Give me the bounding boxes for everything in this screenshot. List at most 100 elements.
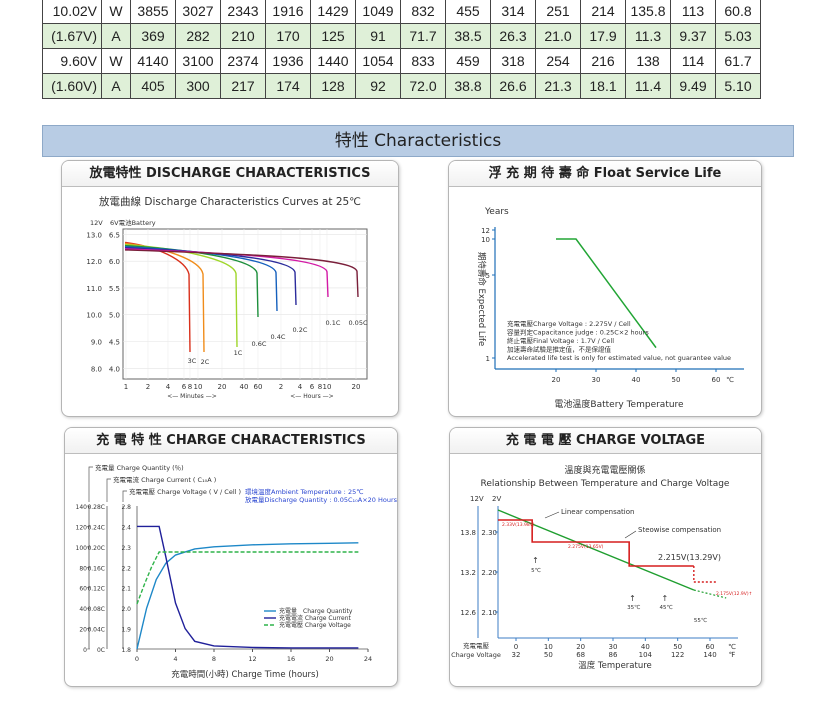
life-line bbox=[556, 238, 657, 349]
x-unit-hours: <— Hours —> bbox=[290, 393, 333, 400]
x-label: 充電時間(小時) Charge Time (hours) bbox=[171, 669, 319, 680]
x-tick-minutes: 1 bbox=[124, 383, 128, 391]
table-row: 9.60V W 4140 3100 2374 1936 1440 1054 833 459 318 2… bbox=[42, 48, 761, 74]
x-tick: 24 bbox=[364, 655, 372, 663]
legend-label: 充電電流 Charge Current bbox=[279, 614, 352, 622]
v-end-label: 2.175V(12.9V)↑ bbox=[716, 591, 752, 597]
series-label: 2C bbox=[201, 358, 210, 366]
y-label-bottom: Charge Voltage bbox=[451, 651, 501, 659]
y-tick-current: 0.04C bbox=[87, 627, 105, 634]
y-tick-quantity: 60 bbox=[79, 586, 87, 593]
table-cell: 128 bbox=[310, 73, 356, 99]
x-tick-minutes: 6 bbox=[182, 383, 187, 391]
x-label: 電池溫度Battery Temperature bbox=[554, 398, 684, 410]
row-unit: W bbox=[101, 0, 131, 24]
y-tick-quantity: 20 bbox=[79, 627, 87, 634]
table-cell: 9.37 bbox=[670, 23, 716, 49]
chart-subtitle: Relationship Between Temperature and Cha… bbox=[481, 479, 730, 489]
row-voltage: 9.60V bbox=[42, 48, 102, 74]
x-tick: 8 bbox=[212, 655, 216, 663]
y-header-6v: 6V電池Battery bbox=[110, 218, 156, 227]
y-tick-quantity: 120 bbox=[76, 524, 88, 531]
y-tick-12v: 8.0 bbox=[91, 365, 102, 373]
table-cell: 254 bbox=[535, 48, 581, 74]
table-cell: 282 bbox=[175, 23, 221, 49]
table-cell: 21.0 bbox=[535, 23, 581, 49]
table-cell: 214 bbox=[580, 0, 626, 24]
y-tick-quantity: 0 bbox=[83, 647, 87, 654]
x-label: 溫度 Temperature bbox=[578, 660, 652, 671]
series-line bbox=[136, 542, 359, 650]
table-cell: 5.10 bbox=[715, 73, 761, 99]
x-tick: 20 bbox=[552, 376, 561, 384]
y-tick: 10 bbox=[481, 236, 490, 244]
x-tick-hours: 6 bbox=[310, 383, 315, 391]
x-tick-f: 104 bbox=[639, 651, 653, 659]
v-high-label: 2.33V(13.98V) bbox=[502, 522, 535, 528]
x-tick-c: 60 bbox=[706, 643, 715, 651]
table-cell: 138 bbox=[625, 48, 671, 74]
x-tick-c: 0 bbox=[514, 643, 518, 651]
label-pointer bbox=[544, 511, 560, 519]
series-line bbox=[124, 248, 329, 298]
x-tick-minutes: 10 bbox=[194, 383, 203, 391]
series-line bbox=[137, 525, 359, 649]
y-header-12v: 12V bbox=[470, 495, 484, 503]
linear-line-dashed bbox=[693, 589, 727, 599]
x-tick-c: 20 bbox=[576, 643, 585, 651]
series-line bbox=[124, 244, 259, 318]
row-unit: W bbox=[101, 48, 131, 74]
table-cell: 113 bbox=[670, 0, 716, 24]
y-header-2v: 2V bbox=[492, 495, 501, 503]
charge-panel: 充 電 特 性 CHARGE CHARACTERISTICS 充電量 Charg… bbox=[64, 427, 398, 687]
series-label: 0.6C bbox=[252, 340, 267, 348]
steowise-label: Steowise compensation bbox=[638, 526, 721, 534]
y-tick-12v: 12.6 bbox=[460, 609, 476, 617]
x-tick-minutes: 8 bbox=[188, 383, 192, 391]
table-cell: 3855 bbox=[130, 0, 176, 24]
y-tick-2v: 2.10 bbox=[481, 609, 497, 617]
x-unit: ℃ bbox=[726, 376, 734, 384]
series-label: 0.1C bbox=[326, 319, 341, 327]
y-tick-2v: 2.30 bbox=[481, 529, 497, 537]
y-tick-12v: 10.0 bbox=[86, 312, 102, 320]
row-voltage: (1.67V) bbox=[42, 23, 102, 49]
discharge-panel-title: 放電特性 DISCHARGE CHARACTERISTICS bbox=[62, 161, 398, 187]
y-tick-voltage: 2.2 bbox=[121, 565, 131, 572]
y-tick-quantity: 100 bbox=[76, 545, 88, 552]
y-tick-6v: 5.5 bbox=[109, 285, 120, 293]
x-tick-minutes: 40 bbox=[240, 383, 249, 391]
x-tick: 20 bbox=[325, 655, 333, 663]
row-voltage: 10.02V bbox=[42, 0, 102, 24]
float-life-panel: 浮 充 期 待 壽 命 Float Service Life Years 12 10… bbox=[448, 160, 762, 417]
note-text: 容量判定Capacitance judge : 0.25C×2 hours bbox=[507, 328, 649, 337]
charge-voltage-chart: 溫度與充電電壓關係 Relationship Between Temperatur… bbox=[451, 464, 752, 671]
charge-chart: 充電量 Charge Quantity (％) 充電電流 Charge Curre… bbox=[76, 463, 397, 680]
table-cell: 459 bbox=[445, 48, 491, 74]
table-cell: 9.49 bbox=[670, 73, 716, 99]
v-low-label: 2.275V(13.65V) bbox=[568, 544, 604, 550]
x-tick: 4 bbox=[173, 655, 177, 663]
charge-panel-title: 充 電 特 性 CHARGE CHARACTERISTICS bbox=[65, 428, 397, 454]
linear-line bbox=[497, 509, 695, 591]
y-tick: 1 bbox=[486, 355, 490, 363]
x-tick: 16 bbox=[287, 655, 295, 663]
y-tick-2v: 2.20 bbox=[481, 569, 497, 577]
table-cell: 300 bbox=[175, 73, 221, 99]
label-pointer bbox=[624, 530, 637, 539]
x-tick-c: 40 bbox=[641, 643, 650, 651]
x-tick-f: 86 bbox=[609, 651, 618, 659]
y-label-bottom: 充電電壓 bbox=[463, 641, 490, 650]
table-row: (1.67V) A 369 282 210 170 125 91 71.7 38.5 26.3 21.… bbox=[42, 23, 761, 49]
table-cell: 125 bbox=[310, 23, 356, 49]
x-tick-c: 50 bbox=[673, 643, 682, 651]
table-cell: 833 bbox=[400, 48, 446, 74]
x-tick-minutes: 20 bbox=[218, 383, 227, 391]
table-cell: 135.8 bbox=[625, 0, 671, 24]
y-tick-quantity: 40 bbox=[79, 606, 87, 613]
series-line bbox=[124, 247, 297, 306]
stepwise-line bbox=[498, 519, 694, 567]
y-header-12v: 12V bbox=[90, 219, 103, 227]
series-label: 0.2C bbox=[293, 326, 308, 334]
